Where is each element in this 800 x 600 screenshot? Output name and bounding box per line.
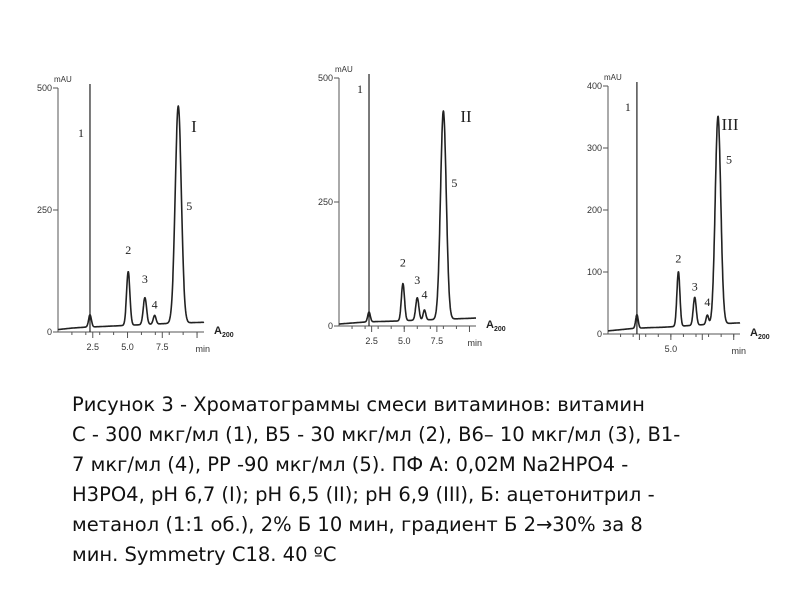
x-tick-label: 5.0 <box>121 342 134 352</box>
y-axis-unit: mAU <box>335 65 353 74</box>
peak-label: 3 <box>692 280 698 294</box>
detector-label: A200 <box>486 319 506 333</box>
peak-label: 1 <box>625 100 631 114</box>
detector-wavelength: 200 <box>494 326 506 333</box>
y-tick-label: 0 <box>597 329 602 339</box>
y-axis-unit: mAU <box>54 75 72 84</box>
chromatogram-3: mAU 0 100 200 300 400 5.0 min 1 2 3 4 5 III A200 <box>560 70 775 380</box>
peak-label: 2 <box>400 255 406 269</box>
x-tick-label: 5.0 <box>665 344 678 354</box>
chromatogram-trace <box>607 115 741 332</box>
peak-label: 1 <box>78 126 84 140</box>
chromatogram-trace <box>338 110 477 325</box>
panel-numeral: I <box>191 117 197 136</box>
x-tick-label: 7.5 <box>156 342 169 352</box>
peak-label: 2 <box>675 252 681 266</box>
peak-label: 5 <box>186 199 192 213</box>
x-axis-unit: min <box>195 344 210 354</box>
caption-line: Рисунок 3 - Хроматограммы смеси витамино… <box>72 393 645 416</box>
y-tick-label: 100 <box>587 267 602 277</box>
peak-label: 5 <box>451 176 457 190</box>
x-tick-label: 5.0 <box>398 336 411 346</box>
y-tick-label: 300 <box>587 143 602 153</box>
y-tick-label: 0 <box>328 321 333 331</box>
caption-line: метанол (1:1 об.), 2% Б 10 мин, градиент… <box>72 513 643 536</box>
caption-line: мин. Symmetry C18. 40 ºС <box>72 543 337 566</box>
x-axis-unit: min <box>731 346 746 356</box>
panel-numeral: II <box>460 107 472 126</box>
x-tick-label: 2.5 <box>365 336 378 346</box>
chromatogram-1-svg: mAU 0 250 500 2.5 5.0 7.5 min 1 2 34 5 I A200 <box>37 75 234 354</box>
peak-label: 3 <box>414 273 420 287</box>
y-tick-label: 0 <box>47 327 52 337</box>
panel-numeral: III <box>722 115 739 134</box>
y-tick-label: 400 <box>587 81 602 91</box>
x-tick-label: 7.5 <box>431 336 444 346</box>
y-tick-label: 250 <box>37 205 52 215</box>
chromatogram-2-svg: mAU 0 250 500 2.5 5.0 7.5 min 1 234 5 II A200 <box>318 65 506 348</box>
y-axis-unit: mAU <box>604 73 622 82</box>
peak-label: 1 <box>357 82 363 96</box>
detector-label: A200 <box>214 325 234 339</box>
caption-line: H3PO4, рН 6,7 (I); рН 6,5 (II); рН 6,9 (… <box>72 483 655 506</box>
y-tick-label: 200 <box>587 205 602 215</box>
peak-label: 4 <box>152 298 158 312</box>
y-tick-label: 250 <box>318 197 333 207</box>
peak-label: 5 <box>726 153 732 167</box>
caption-line: С - 300 мкг/мл (1), В5 - 30 мкг/мл (2), … <box>72 423 681 446</box>
caption-line: 7 мкг/мл (4), РР -90 мкг/мл (5). ПФ А: 0… <box>72 453 629 476</box>
detector-label: A200 <box>750 327 770 341</box>
chromatogram-trace <box>57 105 205 331</box>
peak-label: 2 <box>125 243 131 257</box>
chromatogram-1: mAU 0 250 500 2.5 5.0 7.5 min 1 2 3 4 5 I A200 <box>14 62 264 372</box>
chromatogram-3-svg: mAU 0 100 200 300 400 5.0 min 1 234 5 III A200 <box>587 73 770 356</box>
peak-label: 3 <box>142 272 148 286</box>
chromatogram-2: mAU 0 250 500 2.5 5.0 7.5 min 1 2 3 4 5 II A200 <box>290 58 520 358</box>
y-tick-label: 500 <box>318 73 333 83</box>
peak-label: 4 <box>421 288 427 302</box>
detector-wavelength: 200 <box>222 332 234 339</box>
detector-wavelength: 200 <box>758 334 770 341</box>
x-axis-unit: min <box>467 338 482 348</box>
y-tick-label: 500 <box>37 83 52 93</box>
figure-caption: Рисунок 3 - Хроматограммы смеси витамино… <box>72 390 762 570</box>
x-tick-label: 2.5 <box>87 342 100 352</box>
peak-label: 4 <box>704 295 710 309</box>
